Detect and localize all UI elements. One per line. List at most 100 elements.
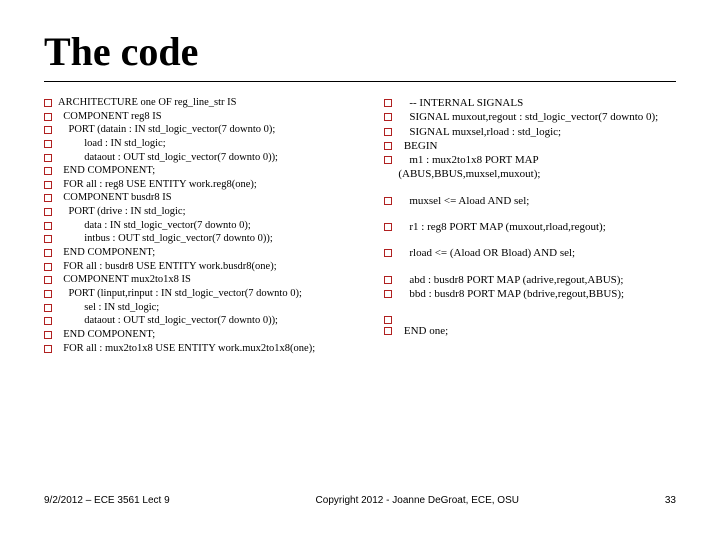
item-text: END COMPONENT; — [58, 164, 155, 178]
bullet-icon — [44, 208, 52, 216]
bullet-icon — [44, 331, 52, 339]
item-text: BEGIN — [398, 139, 437, 153]
content-columns: ARCHITECTURE one OF reg_line_str IS COMP… — [44, 96, 676, 355]
bullet-icon — [44, 154, 52, 162]
item-text: PORT (datain : IN std_logic_vector(7 dow… — [58, 123, 275, 137]
item-text: COMPONENT mux2to1x8 IS — [58, 273, 191, 287]
list-item: SIGNAL muxout,regout : std_logic_vector(… — [384, 110, 676, 124]
bullet-icon — [44, 290, 52, 298]
item-text: FOR all : reg8 USE ENTITY work.reg8(one)… — [58, 178, 257, 192]
list-item: data : IN std_logic_vector(7 downto 0); — [44, 219, 366, 233]
bullet-icon — [384, 290, 392, 298]
list-item: PORT (datain : IN std_logic_vector(7 dow… — [44, 123, 366, 137]
page-title: The code — [44, 28, 676, 75]
list-item: FOR all : busdr8 USE ENTITY work.busdr8(… — [44, 260, 366, 274]
bullet-icon — [44, 235, 52, 243]
item-text: COMPONENT busdr8 IS — [58, 191, 172, 205]
footer-copyright: Copyright 2012 - Joanne DeGroat, ECE, OS… — [170, 495, 665, 506]
item-text: sel : IN std_logic; — [58, 301, 159, 315]
list-item: abd : busdr8 PORT MAP (adrive,regout,ABU… — [384, 273, 676, 287]
list-item: END COMPONENT; — [44, 328, 366, 342]
footer: 9/2/2012 – ECE 3561 Lect 9 Copyright 201… — [44, 495, 676, 506]
item-text: bbd : busdr8 PORT MAP (bdrive,regout,BBU… — [398, 287, 624, 301]
item-text: ARCHITECTURE one OF reg_line_str IS — [58, 96, 237, 110]
item-text: END one; — [398, 324, 448, 338]
item-text: dataout : OUT std_logic_vector(7 downto … — [58, 151, 278, 165]
item-text: m1 : mux2to1x8 PORT MAP (ABUS,BBUS,muxse… — [398, 153, 676, 182]
list-item: END COMPONENT; — [44, 246, 366, 260]
list-item: END COMPONENT; — [44, 164, 366, 178]
bullet-icon — [44, 140, 52, 148]
bullet-icon — [44, 317, 52, 325]
item-text: dataout : OUT std_logic_vector(7 downto … — [58, 314, 278, 328]
list-item: FOR all : mux2to1x8 USE ENTITY work.mux2… — [44, 342, 366, 356]
bullet-icon — [44, 167, 52, 175]
bullet-icon — [44, 99, 52, 107]
item-text: muxsel <= Aload AND sel; — [398, 194, 529, 208]
item-text: r1 : reg8 PORT MAP (muxout,rload,regout)… — [398, 220, 605, 234]
item-text: SIGNAL muxsel,rload : std_logic; — [398, 125, 561, 139]
title-rule — [44, 81, 676, 82]
item-text: rload <= (Aload OR Bload) AND sel; — [398, 246, 575, 260]
list-item: bbd : busdr8 PORT MAP (bdrive,regout,BBU… — [384, 287, 676, 301]
bullet-icon — [384, 249, 392, 257]
list-item: intbus : OUT std_logic_vector(7 downto 0… — [44, 232, 366, 246]
list-item: muxsel <= Aload AND sel; — [384, 194, 676, 208]
list-item: dataout : OUT std_logic_vector(7 downto … — [44, 151, 366, 165]
list-item — [384, 313, 676, 324]
bullet-icon — [384, 316, 392, 324]
item-text: -- INTERNAL SIGNALS — [398, 96, 523, 110]
item-text: END COMPONENT; — [58, 328, 155, 342]
list-item: COMPONENT reg8 IS — [44, 110, 366, 124]
item-text: FOR all : mux2to1x8 USE ENTITY work.mux2… — [58, 342, 315, 356]
item-text: data : IN std_logic_vector(7 downto 0); — [58, 219, 251, 233]
bullet-icon — [384, 276, 392, 284]
item-text: PORT (linput,rinput : IN std_logic_vecto… — [58, 287, 302, 301]
list-item: dataout : OUT std_logic_vector(7 downto … — [44, 314, 366, 328]
list-item: -- INTERNAL SIGNALS — [384, 96, 676, 110]
bullet-icon — [384, 197, 392, 205]
bullet-icon — [44, 113, 52, 121]
footer-date: 9/2/2012 – ECE 3561 Lect 9 — [44, 495, 170, 506]
item-text: SIGNAL muxout,regout : std_logic_vector(… — [398, 110, 658, 124]
footer-page-number: 33 — [665, 495, 676, 506]
item-text: abd : busdr8 PORT MAP (adrive,regout,ABU… — [398, 273, 623, 287]
list-item: BEGIN — [384, 139, 676, 153]
list-item: PORT (drive : IN std_logic; — [44, 205, 366, 219]
list-item: FOR all : reg8 USE ENTITY work.reg8(one)… — [44, 178, 366, 192]
bullet-icon — [44, 304, 52, 312]
item-text: intbus : OUT std_logic_vector(7 downto 0… — [58, 232, 273, 246]
item-text: END COMPONENT; — [58, 246, 155, 260]
bullet-icon — [384, 113, 392, 121]
bullet-icon — [384, 156, 392, 164]
list-item: PORT (linput,rinput : IN std_logic_vecto… — [44, 287, 366, 301]
item-text: COMPONENT reg8 IS — [58, 110, 162, 124]
bullet-icon — [44, 249, 52, 257]
item-text: FOR all : busdr8 USE ENTITY work.busdr8(… — [58, 260, 277, 274]
bullet-icon — [44, 276, 52, 284]
list-item: ARCHITECTURE one OF reg_line_str IS — [44, 96, 366, 110]
item-text: load : IN std_logic; — [58, 137, 166, 151]
left-column: ARCHITECTURE one OF reg_line_str IS COMP… — [44, 96, 366, 355]
list-item: COMPONENT mux2to1x8 IS — [44, 273, 366, 287]
bullet-icon — [44, 345, 52, 353]
bullet-icon — [44, 126, 52, 134]
item-text: PORT (drive : IN std_logic; — [58, 205, 186, 219]
bullet-icon — [384, 142, 392, 150]
bullet-icon — [384, 327, 392, 335]
bullet-icon — [384, 223, 392, 231]
bullet-icon — [44, 263, 52, 271]
list-item: r1 : reg8 PORT MAP (muxout,rload,regout)… — [384, 220, 676, 234]
bullet-icon — [384, 128, 392, 136]
bullet-icon — [384, 99, 392, 107]
bullet-icon — [44, 194, 52, 202]
bullet-icon — [44, 222, 52, 230]
list-item: load : IN std_logic; — [44, 137, 366, 151]
right-column: -- INTERNAL SIGNALS SIGNAL muxout,regout… — [384, 96, 676, 355]
list-item: SIGNAL muxsel,rload : std_logic; — [384, 125, 676, 139]
list-item: sel : IN std_logic; — [44, 301, 366, 315]
list-item: COMPONENT busdr8 IS — [44, 191, 366, 205]
list-item: rload <= (Aload OR Bload) AND sel; — [384, 246, 676, 260]
bullet-icon — [44, 181, 52, 189]
list-item: END one; — [384, 324, 676, 338]
